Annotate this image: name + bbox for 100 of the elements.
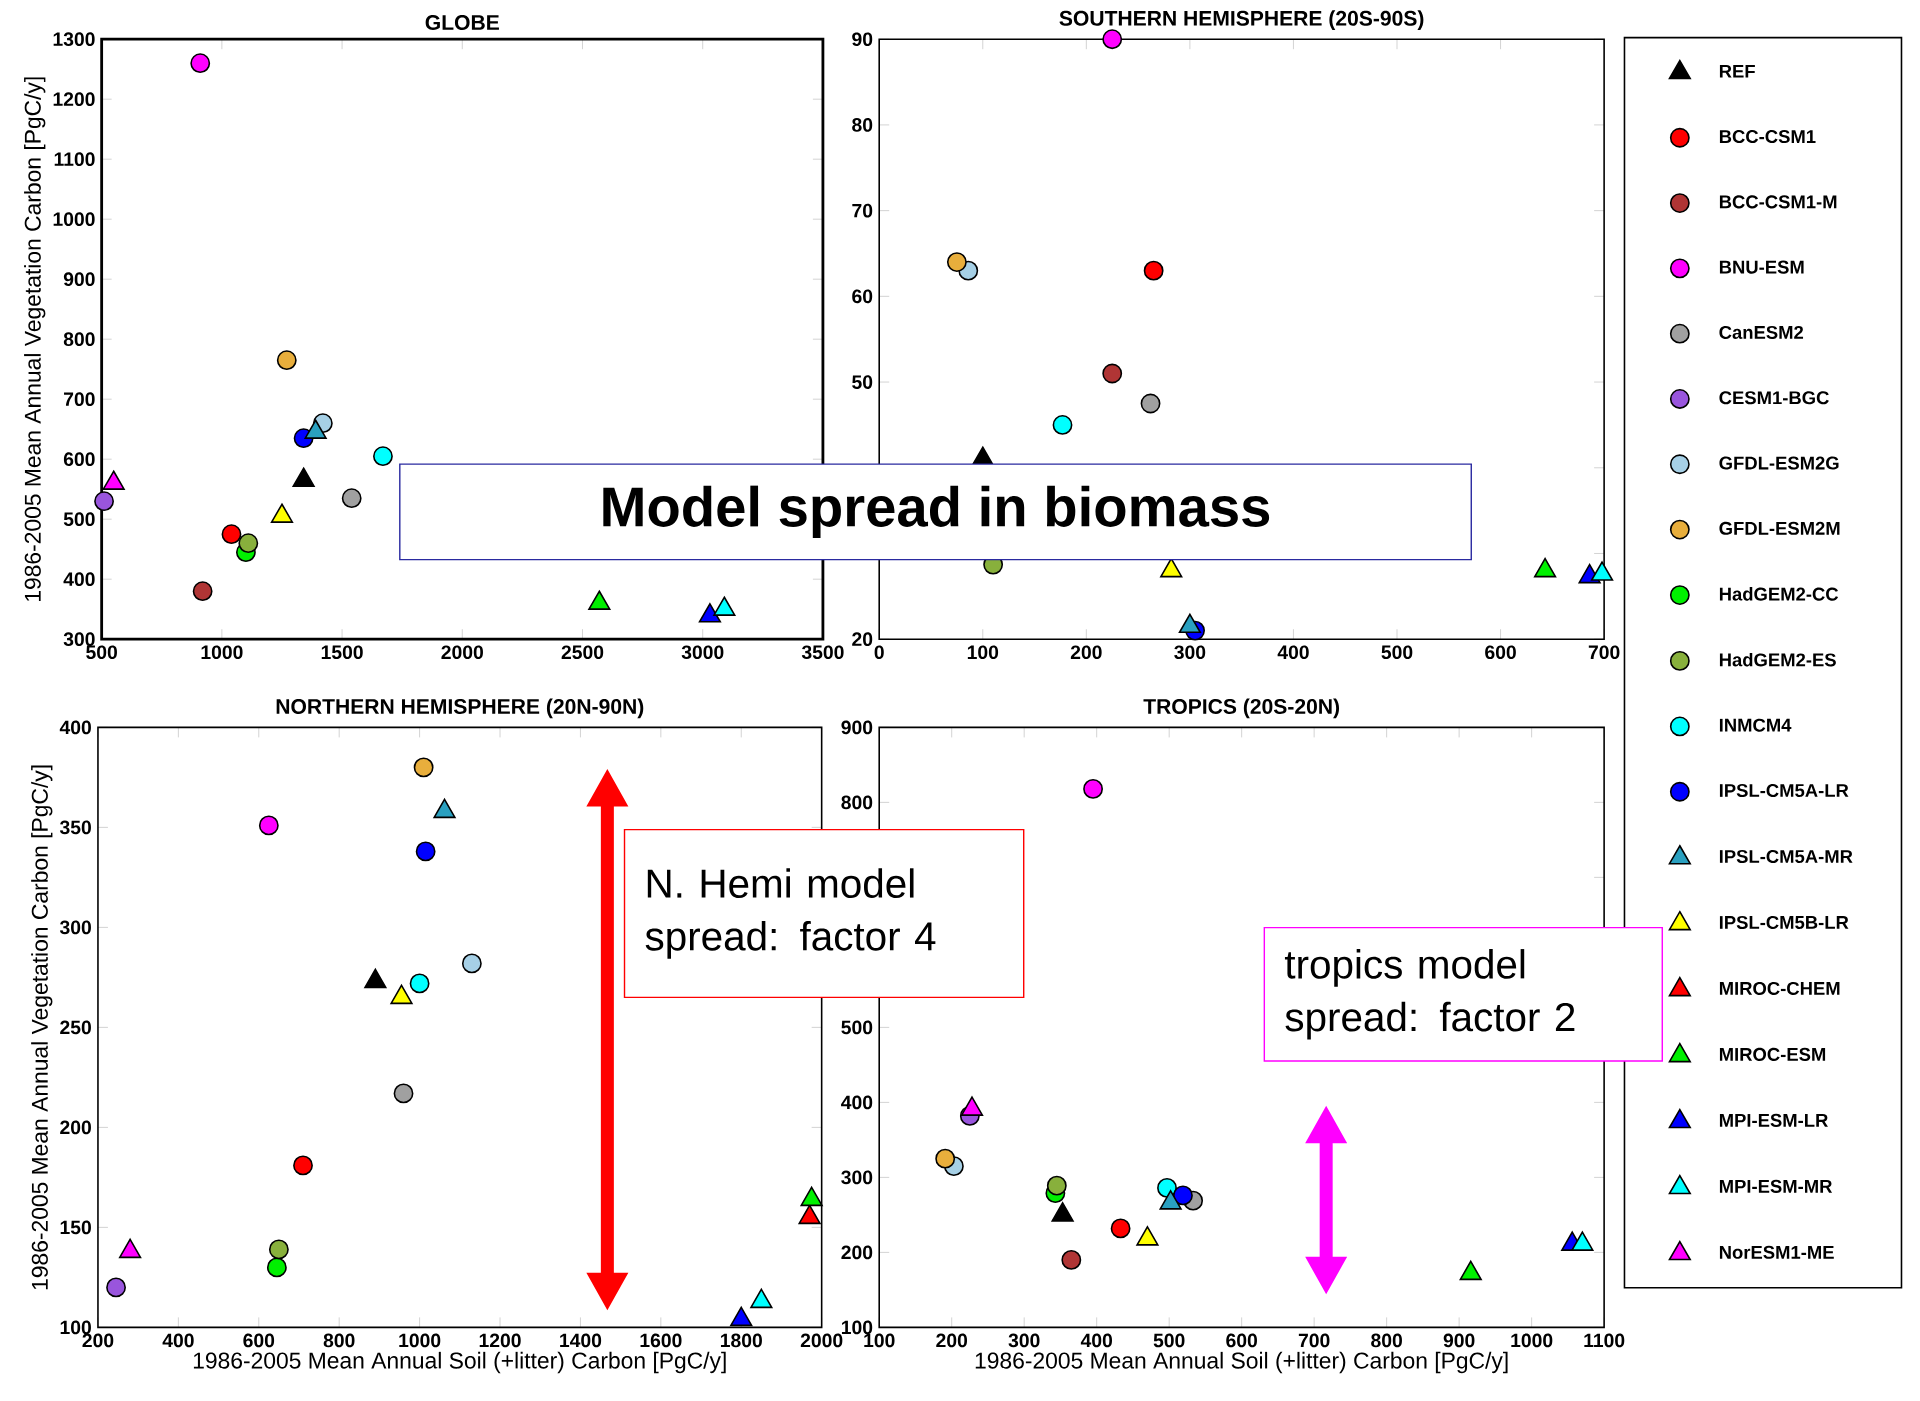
- point: [118, 1238, 142, 1259]
- legend-label: REF: [1719, 64, 1755, 78]
- x-axis-title: 1986-2005 Mean Annual Soil (+litter) Carbon [PgC/y]: [975, 1351, 1508, 1374]
- point: [341, 488, 362, 509]
- x-tick-label: 1400: [560, 1333, 602, 1348]
- point: [750, 1288, 773, 1309]
- y-tick-label: 1000: [53, 212, 95, 227]
- y-tick-label: 250: [60, 1020, 91, 1035]
- x-axis-title: 1986-2005 Mean Annual Soil (+litter) Carbon [PgC/y]: [193, 1351, 726, 1374]
- annotation: N. Hemi model spread: factor 4: [645, 868, 936, 959]
- x-tick-label: 400: [1080, 1333, 1112, 1348]
- y-tick-label: 400: [59, 720, 91, 735]
- point: [1590, 561, 1614, 581]
- y-tick-label: 100: [60, 1320, 91, 1335]
- legend-label: BNU-ESM: [1719, 260, 1804, 274]
- legend-label: INMCM4: [1719, 718, 1792, 732]
- y-tick-label: 80: [852, 118, 873, 132]
- point: [461, 953, 482, 974]
- x-tick-label: 3000: [681, 645, 724, 660]
- x-tick-label: 500: [86, 645, 117, 660]
- point: [1160, 557, 1183, 578]
- y-tick-label: 1300: [53, 32, 95, 47]
- point: [1140, 393, 1161, 414]
- y-tick-label: 50: [852, 375, 873, 389]
- y-tick-label: 20: [852, 632, 873, 647]
- legend-label: MIROC-CHEM: [1719, 981, 1840, 996]
- point: [1173, 1185, 1193, 1206]
- point: [221, 524, 242, 545]
- legend-label: HadGEM2-CC: [1719, 587, 1839, 601]
- x-tick-label: 1000: [201, 645, 243, 660]
- x-tick-label: 800: [1371, 1333, 1402, 1348]
- x-tick-label: 600: [1226, 1333, 1257, 1348]
- point: [1143, 260, 1164, 281]
- x-tick-label: 900: [1443, 1333, 1475, 1348]
- legend-label: IPSL-CM5A-LR: [1719, 784, 1849, 798]
- point: [393, 1083, 414, 1104]
- point: [730, 1306, 753, 1327]
- x-tick-label: 1100: [1584, 1333, 1625, 1348]
- y-tick-label: 300: [59, 920, 91, 935]
- y-axis-title: 1986-2005 Mean Annual Vegetation Carbon [PgC/y]: [24, 77, 46, 602]
- x-tick-label: 1500: [321, 645, 363, 660]
- point: [94, 491, 114, 512]
- legend-label: IPSL-CM5A-MR: [1719, 850, 1853, 864]
- legend-label: MIROC-ESM: [1719, 1047, 1826, 1062]
- point: [415, 841, 436, 862]
- point: [1052, 415, 1073, 435]
- y-tick-label: 1200: [53, 92, 95, 107]
- point: [946, 252, 967, 273]
- point: [1178, 613, 1202, 634]
- legend-label: NorESM1-ME: [1719, 1245, 1834, 1259]
- y-tick-label: 600: [63, 452, 95, 467]
- point: [373, 446, 393, 467]
- y-tick-label: 400: [841, 1095, 873, 1110]
- point: [1046, 1175, 1067, 1196]
- x-tick-label: 600: [1485, 645, 1516, 660]
- point: [238, 533, 259, 554]
- x-tick-label: 200: [1070, 645, 1102, 660]
- point: [1061, 1250, 1082, 1270]
- y-tick-label: 200: [60, 1120, 91, 1135]
- chart-title: SOUTHERN HEMISPHERE (20S-90S): [1059, 10, 1424, 31]
- point: [1533, 557, 1557, 578]
- x-tick-label: 300: [1008, 1333, 1040, 1348]
- point: [293, 1155, 313, 1176]
- annotation: tropics model spread: factor 2: [1284, 949, 1575, 1040]
- x-tick-label: 600: [243, 1333, 275, 1348]
- y-tick-label: 70: [852, 203, 873, 218]
- annotation: Model spread in biomass: [603, 485, 1270, 539]
- point: [800, 1186, 823, 1207]
- x-tick-label: 100: [864, 1333, 895, 1348]
- x-tick-label: 1800: [720, 1333, 762, 1348]
- chart-title: NORTHERN HEMISPHERE (20N-90N): [276, 698, 644, 719]
- y-tick-label: 800: [841, 795, 873, 810]
- point: [413, 757, 434, 778]
- x-tick-label: 1200: [479, 1333, 521, 1348]
- x-tick-label: 300: [1174, 645, 1206, 660]
- y-tick-label: 90: [852, 32, 873, 47]
- point: [276, 350, 297, 371]
- legend-label: MPI-ESM-LR: [1719, 1113, 1828, 1127]
- x-tick-label: 1000: [1511, 1333, 1553, 1348]
- legend-label: BCC-CSM1: [1719, 130, 1816, 144]
- legend-label: MPI-ESM-MR: [1719, 1179, 1833, 1193]
- x-tick-label: 500: [1381, 645, 1413, 660]
- x-tick-label: 700: [1588, 645, 1620, 660]
- y-tick-label: 900: [63, 272, 95, 287]
- x-tick-label: 1000: [399, 1333, 441, 1348]
- chart-title: GLOBE: [425, 15, 499, 30]
- point: [798, 1204, 821, 1225]
- y-tick-label: 350: [59, 820, 91, 835]
- x-tick-label: 400: [1277, 645, 1309, 660]
- y-tick-label: 100: [841, 1320, 873, 1335]
- y-tick-label: 700: [64, 392, 95, 407]
- point: [190, 53, 211, 74]
- legend-label: GFDL-ESM2G: [1719, 456, 1839, 470]
- point: [409, 973, 430, 994]
- legend-label: HadGEM2-ES: [1719, 652, 1836, 667]
- y-tick-label: 150: [60, 1220, 91, 1235]
- x-tick-label: 2000: [800, 1333, 843, 1348]
- legend-label: CESM1-BGC: [1719, 391, 1829, 405]
- point: [1083, 779, 1103, 799]
- x-tick-label: 100: [967, 645, 999, 660]
